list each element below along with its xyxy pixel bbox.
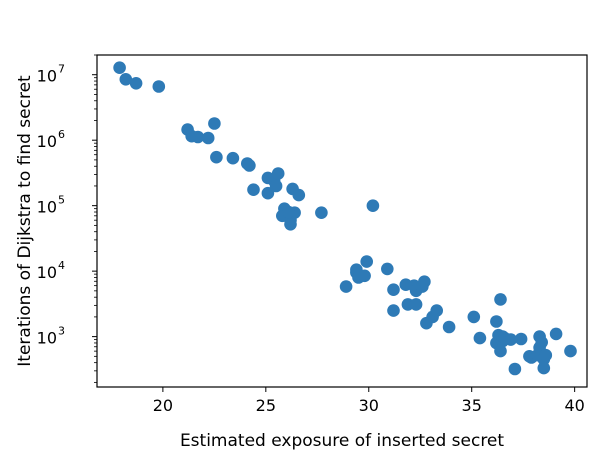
data-point xyxy=(467,310,481,324)
data-point xyxy=(191,130,205,144)
data-point xyxy=(292,188,306,202)
data-point xyxy=(387,304,400,317)
data-point xyxy=(381,262,394,276)
data-point xyxy=(282,205,295,219)
x-tick-label: 25 xyxy=(256,396,276,415)
data-point xyxy=(243,159,256,172)
data-point xyxy=(535,336,548,349)
data-point xyxy=(418,275,431,289)
data-point xyxy=(508,362,522,376)
data-point xyxy=(387,283,400,297)
data-point xyxy=(210,150,223,164)
y-axis: 103 104 105 106 107 xyxy=(37,54,97,383)
y-tick-label: 104 xyxy=(37,259,65,282)
data-point xyxy=(539,348,553,362)
plot-frame xyxy=(96,54,588,388)
y-tick-label: 107 xyxy=(37,63,65,86)
x-tick-label: 40 xyxy=(564,396,584,415)
x-axis: 20 25 30 35 40 xyxy=(153,387,585,415)
data-point xyxy=(504,333,518,346)
data-point xyxy=(360,255,374,268)
data-point xyxy=(315,206,328,219)
data-point xyxy=(271,167,285,180)
data-point xyxy=(430,304,444,317)
data-point xyxy=(358,269,371,283)
data-point xyxy=(152,80,166,93)
data-point xyxy=(208,117,221,130)
data-point xyxy=(113,61,126,74)
plot-area xyxy=(113,61,577,376)
x-tick-label: 35 xyxy=(462,396,482,415)
data-point xyxy=(514,332,528,346)
data-point xyxy=(201,131,215,145)
data-point xyxy=(284,218,297,231)
data-point xyxy=(490,315,503,328)
data-point xyxy=(442,320,456,334)
data-point xyxy=(366,199,380,212)
x-tick-label: 20 xyxy=(153,396,173,415)
data-point xyxy=(494,344,507,358)
data-point xyxy=(409,298,423,311)
y-tick-label: 103 xyxy=(37,325,65,348)
data-point xyxy=(247,183,260,196)
data-point xyxy=(564,344,577,358)
data-point xyxy=(226,151,240,165)
data-point xyxy=(129,77,143,90)
data-point xyxy=(261,186,275,200)
data-point xyxy=(119,73,133,86)
x-tick-label: 30 xyxy=(359,396,379,415)
data-point xyxy=(339,280,353,293)
data-point xyxy=(537,361,551,375)
data-point xyxy=(473,331,487,345)
y-axis-label: Iterations of Dijkstra to find secret xyxy=(15,75,35,367)
data-point xyxy=(269,179,283,193)
data-point xyxy=(549,327,563,341)
y-tick-label: 105 xyxy=(37,194,65,217)
y-tick-label: 106 xyxy=(37,128,65,151)
x-axis-label: Estimated exposure of inserted secret xyxy=(180,431,504,451)
data-point xyxy=(494,293,507,306)
